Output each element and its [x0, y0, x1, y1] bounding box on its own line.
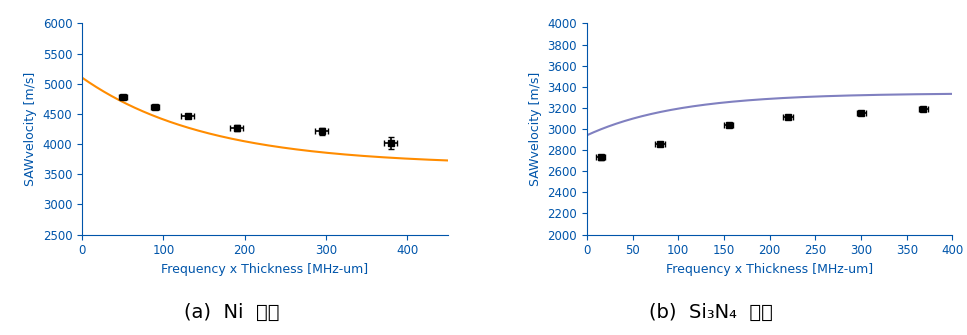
X-axis label: Frequency x Thickness [MHz-um]: Frequency x Thickness [MHz-um] — [161, 263, 368, 276]
Text: (b)  Si₃N₄  박막: (b) Si₃N₄ 박막 — [649, 303, 773, 322]
Y-axis label: SAWvelocity [m/s]: SAWvelocity [m/s] — [24, 72, 38, 186]
Text: (a)  Ni  박막: (a) Ni 박막 — [185, 303, 279, 322]
Y-axis label: SAWvelocity [m/s]: SAWvelocity [m/s] — [529, 72, 542, 186]
X-axis label: Frequency x Thickness [MHz-um]: Frequency x Thickness [MHz-um] — [666, 263, 873, 276]
